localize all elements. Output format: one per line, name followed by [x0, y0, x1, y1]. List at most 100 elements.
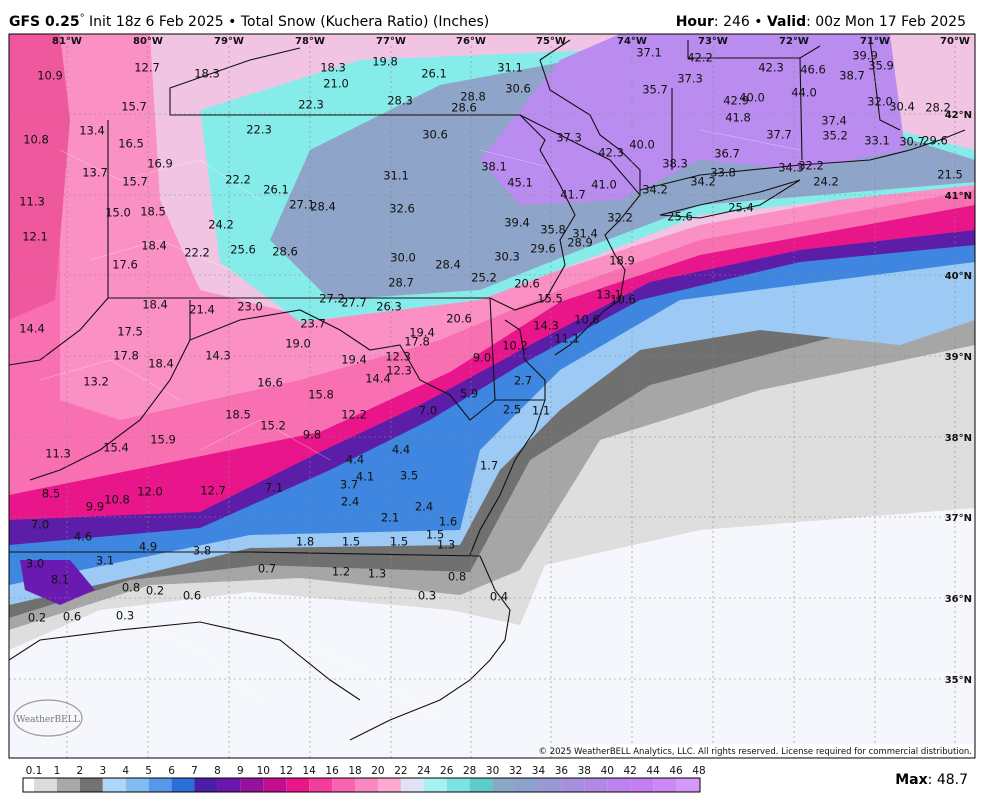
longitude-label: 81°W — [52, 36, 82, 47]
snow-total-label: 8.5 — [42, 487, 60, 501]
snow-band-purple-spot — [20, 560, 95, 605]
colorbar-cell — [377, 778, 401, 792]
colorbar-cell — [676, 778, 699, 792]
snow-total-label: 42.2 — [687, 51, 713, 65]
longitude-label: 77°W — [376, 36, 406, 47]
colorbar-tick-label: 20 — [371, 765, 384, 777]
snow-total-label: 33.8 — [710, 166, 736, 180]
snow-total-label: 28.9 — [567, 236, 593, 250]
virginia-north-carolina-border — [9, 551, 481, 557]
colorbar-tick-label: 0.1 — [26, 765, 43, 777]
snow-total-label: 0.7 — [258, 562, 276, 576]
colorbar-cell — [309, 778, 333, 792]
county-lines — [39, 129, 801, 721]
snow-total-label: 28.7 — [388, 276, 414, 290]
snow-total-label: 14.3 — [533, 319, 559, 333]
colorbar-cell — [79, 778, 103, 792]
snow-total-label: 15.9 — [150, 433, 176, 447]
snow-total-label: 28.4 — [435, 258, 461, 272]
snow-total-label: 28.4 — [310, 200, 336, 214]
snow-total-label: 24.2 — [208, 218, 234, 232]
connecticut-coast — [639, 129, 966, 191]
snow-total-label: 30.4 — [889, 100, 915, 114]
colorbar-cell — [561, 778, 585, 792]
new-jersey-coast — [554, 194, 641, 356]
snow-total-label: 0.4 — [490, 590, 508, 604]
degree-sign: ° — [80, 13, 85, 24]
snow-total-label: 3.0 — [26, 557, 44, 571]
longitude-label: 76°W — [456, 36, 486, 47]
colorbar-tick-label: 5 — [145, 765, 152, 777]
colorbar-tick-label: 24 — [417, 765, 431, 777]
snow-total-label: 36.7 — [714, 147, 740, 161]
snow-total-label: 1.5 — [342, 535, 360, 549]
snow-total-label: 21.0 — [323, 77, 349, 91]
snow-total-label: 29.6 — [922, 134, 948, 148]
map-area: 10.9 12.7 18.3 18.3 21.0 19.8 26.1 31.1 30.6 37.1… — [9, 34, 975, 758]
snow-total-label: 3.1 — [96, 554, 114, 568]
snow-total-label: 37.1 — [636, 46, 662, 60]
colorbar-cell — [102, 778, 126, 792]
long-island — [659, 179, 801, 219]
snow-total-label: 30.3 — [494, 250, 520, 264]
snow-total-label: 14.4 — [365, 372, 391, 386]
snow-total-label: 2.7 — [514, 374, 532, 388]
snow-total-label: 39.9 — [852, 49, 878, 63]
snow-total-label: 24.2 — [813, 175, 839, 189]
snow-total-label: 2.4 — [341, 495, 359, 509]
colorbar-frame — [22, 777, 701, 793]
colorbar-tick-label: 48 — [692, 765, 705, 777]
snow-total-label: 40.0 — [739, 91, 765, 105]
snow-total-label: 1.2 — [332, 565, 350, 579]
colorbar-cell — [584, 778, 608, 792]
colorbar-tick-label: 44 — [646, 765, 660, 777]
snow-total-label: 13.1 — [596, 288, 622, 302]
snow-total-label: 22.3 — [298, 98, 324, 112]
colorbar-cell — [217, 778, 241, 792]
colorbar-tick-label: 14 — [302, 765, 316, 777]
snow-total-label: 20.6 — [446, 312, 472, 326]
valid-time: Hour: 246 • Valid: 00z Mon 17 Feb 2025 — [676, 14, 966, 30]
colorbar-tick-label: 18 — [348, 765, 361, 777]
colorbar-tick-label: 16 — [325, 765, 339, 777]
snow-total-label: 19.0 — [285, 337, 311, 351]
snow-total-label: 4.4 — [392, 443, 410, 457]
snow-total-label: 41.0 — [591, 178, 617, 192]
colorbar-cell — [286, 778, 310, 792]
valid-label: Valid — [767, 14, 806, 30]
snow-total-label: 0.3 — [418, 589, 436, 603]
snow-total-label: 12.1 — [22, 230, 48, 244]
snow-total-label: 0.3 — [116, 609, 134, 623]
snow-total-label: 19.8 — [372, 55, 398, 69]
latitude-label: 37°N — [945, 513, 972, 524]
max-label: Max — [895, 772, 927, 788]
snow-total-label: 35.2 — [822, 129, 848, 143]
snow-total-label: 9.0 — [473, 351, 491, 365]
map-frame — [8, 33, 976, 759]
snow-total-label: 18.4 — [141, 239, 167, 253]
colorbar-tick-label: 10 — [257, 765, 270, 777]
snow-total-label: 14.3 — [205, 349, 231, 363]
colorbar-tick-label: 4 — [122, 765, 129, 777]
weatherbell-logo: WeatherBELL — [13, 699, 83, 737]
snow-total-label: 2.4 — [415, 500, 433, 514]
snowfall-values: 10.9 12.7 18.3 18.3 21.0 19.8 26.1 31.1 30.6 37.1… — [19, 46, 963, 625]
colorbar-cell — [56, 778, 80, 792]
colorbar-cell — [653, 778, 677, 792]
colorbar-tick-label: 8 — [214, 765, 221, 777]
snow-total-label: 7.0 — [31, 518, 49, 532]
colorbar-cell — [400, 778, 424, 792]
snow-total-label: 21.5 — [937, 168, 963, 182]
colorbar-tick-label: 28 — [463, 765, 476, 777]
snow-total-label: 16.6 — [257, 376, 283, 390]
snow-total-label: 17.5 — [117, 325, 143, 339]
snow-total-label: 23.7 — [300, 317, 326, 331]
snow-total-label: 18.4 — [142, 298, 168, 312]
latitude-label: 40°N — [945, 271, 972, 282]
snow-total-label: 42.9 — [723, 94, 749, 108]
snow-total-label: 16.5 — [118, 137, 144, 151]
snow-total-label: 37.3 — [556, 131, 582, 145]
colorbar-cell — [34, 778, 57, 792]
logo-text: WeatherBELL — [16, 715, 79, 725]
longitude-label: 71°W — [860, 36, 890, 47]
